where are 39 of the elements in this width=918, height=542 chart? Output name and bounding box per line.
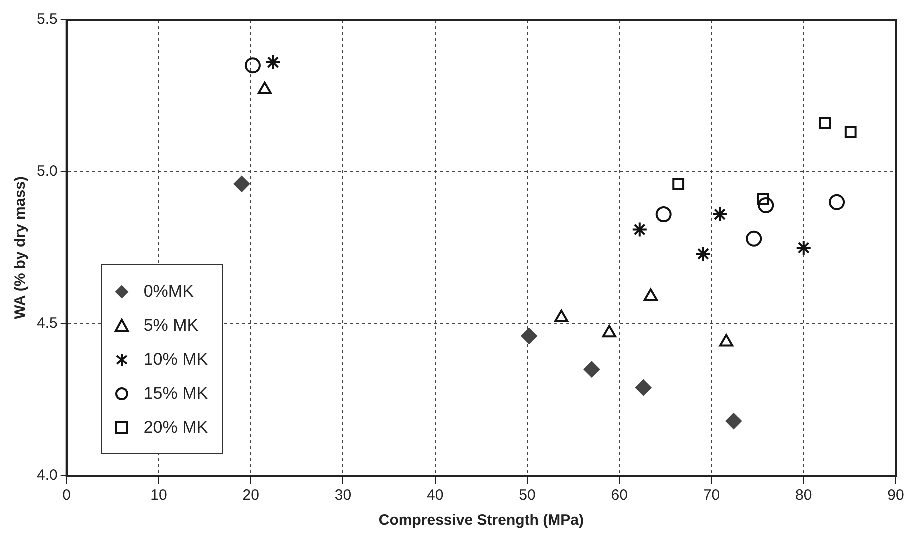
point xyxy=(746,230,762,247)
x-tick-label: 90 xyxy=(888,487,904,504)
point xyxy=(726,413,742,430)
y-tick-label: 4.5 xyxy=(36,315,58,332)
point xyxy=(672,178,685,190)
y-axis-title: WA (% by dry mass) xyxy=(12,176,30,320)
y-tick-label: 5.5 xyxy=(36,11,58,28)
point xyxy=(844,126,857,138)
point xyxy=(632,222,648,238)
legend-label: 15% MK xyxy=(144,384,208,404)
x-tick-label: 80 xyxy=(796,487,812,504)
legend-label: 5% MK xyxy=(144,316,199,336)
x-tick-label: 0 xyxy=(62,487,72,504)
point xyxy=(636,380,652,396)
point xyxy=(712,206,728,223)
x-tick-label: 30 xyxy=(334,487,352,504)
point xyxy=(829,194,846,210)
x-tick-label: 50 xyxy=(519,487,536,504)
point xyxy=(234,176,250,192)
point xyxy=(265,54,282,71)
x-tick-label: 40 xyxy=(427,487,444,504)
legend-label: 20% MK xyxy=(144,418,208,438)
x-axis-title: Compressive Strength (MPa) xyxy=(378,512,584,530)
point xyxy=(521,328,538,344)
x-tick-label: 70 xyxy=(703,487,720,504)
point xyxy=(758,197,774,214)
x-tick-label: 20 xyxy=(242,487,260,504)
x-tick-label: 10 xyxy=(150,487,168,504)
legend-label: 10% MK xyxy=(144,350,208,370)
legend-label: 0%MK xyxy=(144,282,194,302)
y-tick-label: 5.0 xyxy=(36,163,58,180)
x-tick-label: 60 xyxy=(611,487,628,504)
point xyxy=(656,206,672,223)
point xyxy=(244,58,261,74)
point xyxy=(819,117,832,130)
point xyxy=(695,246,712,262)
point xyxy=(796,240,812,256)
point xyxy=(584,362,600,378)
y-tick-label: 4.0 xyxy=(36,467,58,484)
